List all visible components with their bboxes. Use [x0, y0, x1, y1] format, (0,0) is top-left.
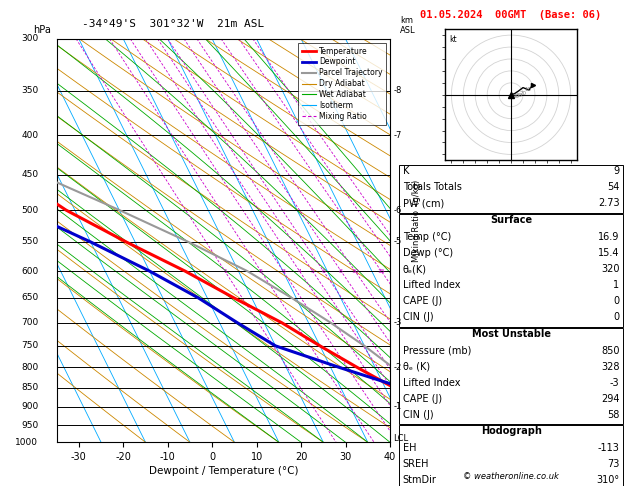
Text: -8: -8 [393, 86, 402, 95]
Text: 5: 5 [311, 269, 314, 274]
Text: 950: 950 [21, 420, 38, 430]
Text: LCL: LCL [393, 434, 408, 443]
Text: 10: 10 [351, 269, 359, 274]
Text: 600: 600 [21, 267, 38, 276]
Text: 2: 2 [259, 269, 263, 274]
Text: -5: -5 [393, 238, 401, 246]
Text: 320: 320 [601, 264, 620, 275]
Text: Dewp (°C): Dewp (°C) [403, 248, 453, 259]
Text: 310°: 310° [596, 475, 620, 485]
Text: Most Unstable: Most Unstable [472, 329, 550, 339]
Text: -113: -113 [598, 443, 620, 453]
Text: 900: 900 [21, 402, 38, 412]
Text: PW (cm): PW (cm) [403, 198, 444, 208]
Text: θₑ (K): θₑ (K) [403, 362, 430, 372]
Text: -3: -3 [393, 318, 402, 327]
Text: CIN (J): CIN (J) [403, 410, 433, 420]
Text: 450: 450 [21, 170, 38, 179]
Text: -6: -6 [393, 206, 402, 214]
Text: © weatheronline.co.uk: © weatheronline.co.uk [463, 472, 559, 481]
Text: 10: 10 [524, 87, 531, 92]
Text: 800: 800 [21, 363, 38, 372]
Text: 30: 30 [516, 93, 523, 98]
Text: 550: 550 [21, 238, 38, 246]
Text: 40: 40 [512, 94, 520, 99]
Text: Totals Totals: Totals Totals [403, 182, 462, 192]
Text: K: K [403, 166, 409, 176]
Text: 16.9: 16.9 [598, 232, 620, 243]
Text: 500: 500 [21, 206, 38, 214]
Text: CAPE (J): CAPE (J) [403, 394, 442, 404]
Text: 15: 15 [377, 269, 385, 274]
Text: kt: kt [449, 35, 457, 44]
Text: 4: 4 [298, 269, 301, 274]
Text: -1: -1 [393, 402, 401, 412]
Text: 58: 58 [607, 410, 620, 420]
Text: 3: 3 [281, 269, 285, 274]
Text: 9: 9 [613, 166, 620, 176]
Text: -3: -3 [610, 378, 620, 388]
Text: 0: 0 [613, 312, 620, 323]
Text: Mixing Ratio  (g/kg): Mixing Ratio (g/kg) [411, 179, 421, 261]
Text: 300: 300 [21, 35, 38, 43]
Text: -7: -7 [393, 131, 402, 140]
Text: 328: 328 [601, 362, 620, 372]
Text: Surface: Surface [490, 215, 532, 226]
Text: 54: 54 [607, 182, 620, 192]
Text: CAPE (J): CAPE (J) [403, 296, 442, 307]
Text: SREH: SREH [403, 459, 429, 469]
Text: 6: 6 [321, 269, 325, 274]
Text: CIN (J): CIN (J) [403, 312, 433, 323]
Text: 1: 1 [223, 269, 227, 274]
Text: 850: 850 [21, 383, 38, 392]
Text: 850: 850 [601, 346, 620, 356]
Text: 01.05.2024  00GMT  (Base: 06): 01.05.2024 00GMT (Base: 06) [420, 10, 602, 20]
Text: hPa: hPa [33, 25, 51, 35]
Text: 1: 1 [613, 280, 620, 291]
Text: 700: 700 [21, 318, 38, 327]
Text: θₑ(K): θₑ(K) [403, 264, 426, 275]
Text: 20: 20 [520, 91, 526, 96]
Text: Temp (°C): Temp (°C) [403, 232, 451, 243]
Text: Pressure (mb): Pressure (mb) [403, 346, 471, 356]
Text: 750: 750 [21, 341, 38, 350]
Text: EH: EH [403, 443, 416, 453]
Text: Hodograph: Hodograph [481, 426, 542, 436]
Text: Lifted Index: Lifted Index [403, 280, 460, 291]
Text: 8: 8 [339, 269, 343, 274]
X-axis label: Dewpoint / Temperature (°C): Dewpoint / Temperature (°C) [148, 466, 298, 476]
Text: 294: 294 [601, 394, 620, 404]
Text: 400: 400 [21, 131, 38, 140]
Text: 350: 350 [21, 86, 38, 95]
Text: 1000: 1000 [15, 438, 38, 447]
Text: 2.73: 2.73 [598, 198, 620, 208]
Text: 0: 0 [613, 296, 620, 307]
Text: 73: 73 [607, 459, 620, 469]
Text: -34°49'S  301°32'W  21m ASL: -34°49'S 301°32'W 21m ASL [82, 19, 264, 29]
Text: StmDir: StmDir [403, 475, 437, 485]
Text: 15.4: 15.4 [598, 248, 620, 259]
Legend: Temperature, Dewpoint, Parcel Trajectory, Dry Adiabat, Wet Adiabat, Isotherm, Mi: Temperature, Dewpoint, Parcel Trajectory… [298, 43, 386, 125]
Text: 650: 650 [21, 294, 38, 302]
Text: km
ASL: km ASL [400, 16, 416, 35]
Text: Lifted Index: Lifted Index [403, 378, 460, 388]
Text: -2: -2 [393, 363, 401, 372]
